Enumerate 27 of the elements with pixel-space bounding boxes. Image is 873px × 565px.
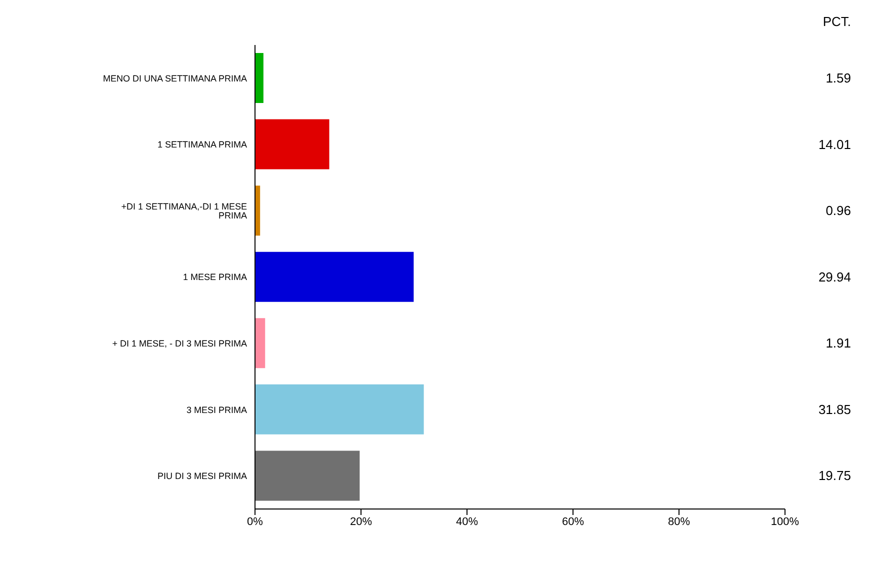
y-tick-label: +DI 1 SETTIMANA,-DI 1 MESE PRIMA (121, 201, 247, 220)
x-tick-label: 60% (562, 516, 584, 528)
bar (255, 384, 424, 434)
x-tick-label: 0% (247, 516, 264, 528)
data-label: 14.01 (818, 136, 851, 152)
y-tick-label: PIU DI 3 MESI PRIMA (157, 471, 247, 482)
bar (255, 318, 266, 368)
y-tick-label: 3 MESI PRIMA (186, 404, 247, 415)
y-tick-label: 1 SETTIMANA PRIMA (157, 140, 247, 150)
data-label: 19.75 (818, 468, 851, 484)
bar (255, 53, 264, 103)
x-tick-label: 100% (770, 516, 800, 528)
data-label: 0.96 (826, 203, 851, 218)
x-tick-label: 20% (350, 516, 372, 528)
x-tick-label: 40% (456, 516, 478, 528)
bar (255, 119, 330, 170)
data-label: 31.85 (818, 402, 851, 417)
y-tick-label: + DI 1 MESE, - DI 3 MESI PRIMA (112, 338, 247, 348)
y-tick-label: 1 MESE PRIMA (182, 272, 247, 282)
bar (255, 450, 360, 501)
data-label: 29.94 (818, 269, 851, 284)
text: PCT. (822, 14, 851, 29)
y-tick-label: MENO DI UNA SETTIMANA PRIMA (102, 73, 247, 84)
data-label: 1.91 (826, 336, 851, 351)
x-tick-label: 80% (668, 516, 690, 528)
data-label: 1.59 (826, 70, 851, 86)
bar (255, 252, 414, 302)
